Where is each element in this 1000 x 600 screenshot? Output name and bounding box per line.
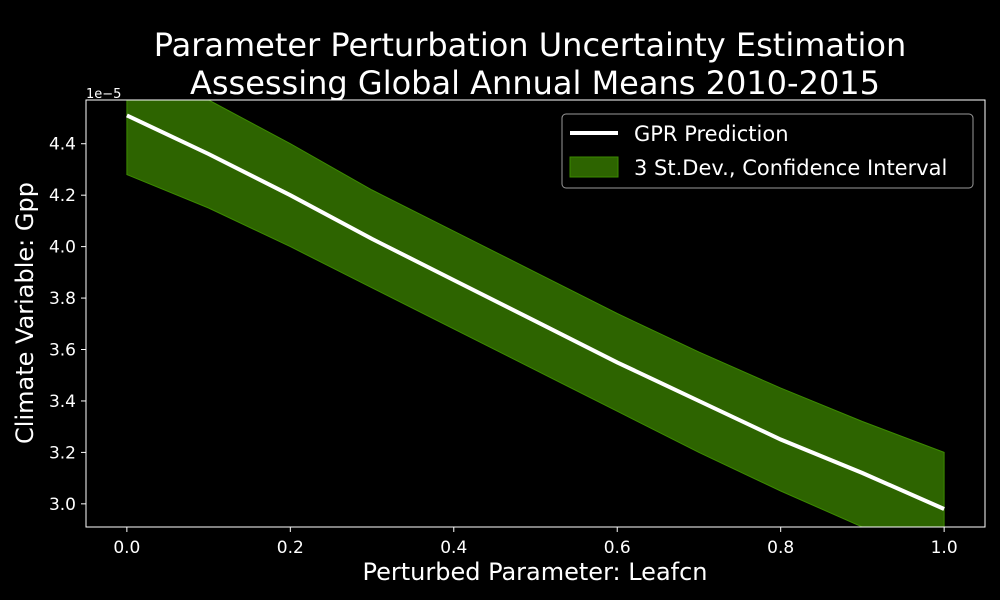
gpr-prediction-line <box>126 113 945 511</box>
x-axis-ticks: 0.0 0.2 0.4 0.6 0.8 1.0 <box>113 527 958 558</box>
y-tick-label: 4.0 <box>49 238 76 258</box>
legend: GPR Prediction 3 St.Dev., Confidence Int… <box>561 113 974 189</box>
y-tick-label: 3.0 <box>49 495 76 515</box>
y-axis-label: Climate Variable: Gpp <box>11 182 39 444</box>
x-tick-label: 1.0 <box>931 538 958 558</box>
chart-title-line1: Parameter Perturbation Uncertainty Estim… <box>154 26 907 64</box>
x-tick-label: 0.4 <box>440 538 467 558</box>
plot-frame <box>85 99 986 528</box>
y-tick-label: 3.6 <box>49 341 76 361</box>
y-offset-label: 1e−5 <box>86 87 121 102</box>
legend-band-swatch <box>569 156 619 178</box>
y-tick-label: 4.4 <box>49 135 76 155</box>
legend-box <box>561 113 974 189</box>
chart-title-line2: Assessing Global Annual Means 2010-2015 <box>190 64 880 102</box>
y-tick-label: 3.2 <box>49 443 76 463</box>
x-tick-label: 0.2 <box>277 538 304 558</box>
y-axis-ticks: 3.0 3.2 3.4 3.6 3.8 4.0 4.2 4.4 <box>49 135 86 515</box>
y-tick-label: 3.4 <box>49 392 76 412</box>
y-tick-label: 3.8 <box>49 289 76 309</box>
x-tick-label: 0.6 <box>604 538 631 558</box>
x-tick-label: 0.0 <box>113 538 140 558</box>
legend-label-line: GPR Prediction <box>634 122 789 146</box>
y-tick-label: 4.2 <box>49 186 76 206</box>
x-tick-label: 0.8 <box>767 538 794 558</box>
legend-label-band: 3 St.Dev., Confidence Interval <box>634 156 947 180</box>
x-axis-label: Perturbed Parameter: Leafcn <box>362 558 707 586</box>
